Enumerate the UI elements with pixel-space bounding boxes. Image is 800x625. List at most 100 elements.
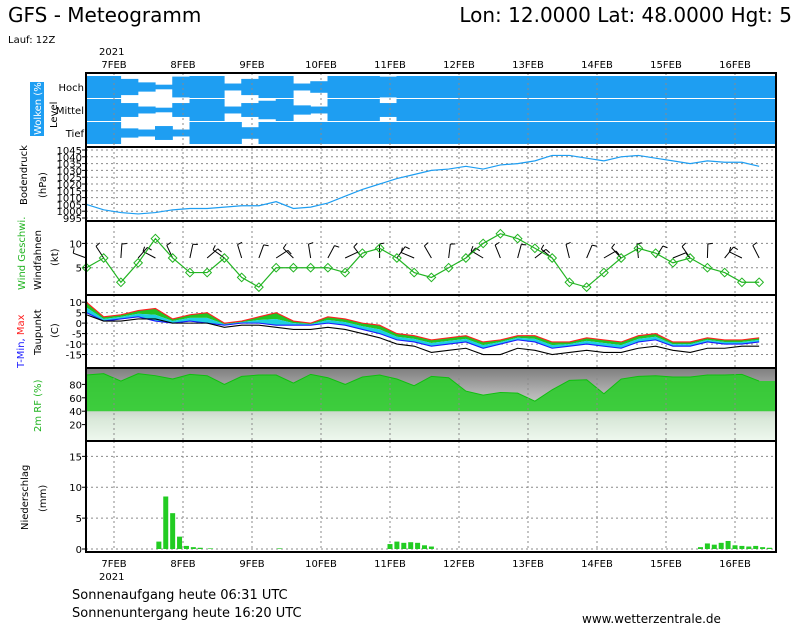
tmax-line [86, 301, 760, 343]
wind-barb-flag [733, 246, 739, 250]
cloud-cell [86, 122, 104, 144]
precip-bar [394, 541, 400, 549]
cloud-cell [258, 122, 277, 144]
cloud-cell [551, 122, 570, 144]
wind-barb [166, 245, 174, 259]
ytick-label: -5 [72, 330, 82, 341]
date-label-bottom: 16FEB [719, 559, 751, 570]
precipitation-panel-frame [85, 440, 777, 553]
precipitation-ylabel: (mm) [38, 485, 49, 512]
wind-barb [494, 244, 501, 259]
cloud-cell [482, 76, 501, 98]
date-label-top: 9FEB [239, 60, 264, 71]
ytick-label: 15 [69, 452, 82, 463]
wind-barb-flag [475, 247, 481, 252]
cloud-cell [672, 122, 691, 144]
page-title: GFS - Meteogramm [8, 3, 201, 27]
precip-bar [746, 546, 752, 549]
temp-band-cool [86, 307, 760, 349]
ytick-label: 1000 [57, 207, 82, 218]
wind-barb [307, 244, 312, 259]
cloud-cell [293, 83, 311, 91]
humidity-line [86, 373, 760, 402]
wind-barb-flag [379, 242, 385, 245]
date-label-top: 16FEB [719, 60, 751, 71]
wind-barbs [72, 241, 760, 259]
cloud-cell [413, 99, 432, 121]
wind-barb [729, 251, 743, 259]
cloud-cell [534, 99, 553, 121]
cloud-cell [758, 122, 777, 144]
cloud-panel: Wolken (%) Level Hoch Mittel Tief [30, 72, 777, 148]
cloud-cell [413, 122, 432, 144]
cloud-cell [741, 122, 760, 144]
cloud-cell [431, 122, 449, 144]
wind-marker [202, 267, 213, 278]
wind-marker [305, 262, 316, 273]
wind-barb-flag [545, 249, 550, 254]
ytick-label: 1030 [57, 166, 82, 177]
wind-speed-line [86, 233, 760, 288]
year-top-label: 2021 [99, 47, 124, 58]
cloud-cell [344, 122, 363, 144]
ytick-label: 1035 [57, 160, 82, 171]
wind-panel: 10 5 Wind Geschwi. Windfahnen (kt) [17, 217, 777, 296]
wind-marker [478, 238, 489, 249]
wind-marker [529, 243, 540, 254]
cloud-cell [258, 76, 277, 98]
wind-barb-flag [147, 247, 152, 251]
wind-barb-flag [681, 242, 687, 247]
wind-marker [236, 272, 247, 283]
wind-barb [237, 244, 243, 259]
cloud-cell [224, 83, 242, 91]
cloud-cell [724, 122, 743, 144]
cloud-cell [569, 99, 587, 121]
cloud-cell [517, 99, 536, 121]
cloud-cell [172, 76, 191, 98]
cloud-cell [103, 99, 122, 121]
source-link[interactable]: www.wetterzentrale.de [582, 612, 721, 625]
precip-bar [725, 540, 731, 549]
cloud-cell [551, 76, 570, 98]
date-label-top: 14FEB [581, 60, 613, 71]
wind-marker [253, 282, 264, 293]
cloud-cell [327, 99, 346, 121]
wind-barb-flag [662, 245, 668, 249]
cloud-cell [465, 99, 484, 121]
cloud-cell [379, 76, 398, 98]
cloud-cell [206, 99, 225, 121]
cloud-cell [362, 122, 380, 144]
wind-barb-flag [263, 244, 269, 247]
cloud-cell [362, 76, 380, 98]
date-label-top: 11FEB [374, 60, 406, 71]
wind-marker [754, 277, 765, 288]
ytick-label: 1005 [57, 200, 82, 211]
cloud-cell [155, 84, 173, 90]
cloud-cell [396, 99, 415, 121]
wind-barb-flag [565, 241, 571, 245]
wind-title: Wind Geschwi. [17, 217, 28, 290]
cloud-cell [241, 127, 260, 139]
ytick-label: 1010 [57, 194, 82, 205]
precip-bar [183, 545, 189, 549]
date-label-bottom: 12FEB [443, 559, 475, 570]
temperature-areas [86, 301, 760, 356]
wind-barb [258, 244, 265, 259]
wind-marker [564, 277, 575, 288]
wind-barb [603, 250, 617, 259]
date-label-bottom: 13FEB [512, 559, 544, 570]
precip-bar [718, 542, 724, 549]
wind-marker [633, 243, 644, 254]
humidity-title: 2m RF (%) [33, 379, 44, 432]
cloud-cell [379, 103, 398, 117]
cloud-cell [465, 76, 484, 98]
precip-bar [208, 548, 214, 549]
cloud-cell [362, 99, 380, 121]
precip-bar [698, 547, 703, 549]
wind-barb [95, 245, 105, 259]
precip-bar [739, 545, 745, 549]
pressure-title: Bodendruck [19, 145, 30, 205]
cloud-cell [224, 122, 242, 144]
pressure-line [86, 154, 760, 215]
sunset-label: Sonnenuntergang heute 16:20 UTC [72, 606, 302, 621]
